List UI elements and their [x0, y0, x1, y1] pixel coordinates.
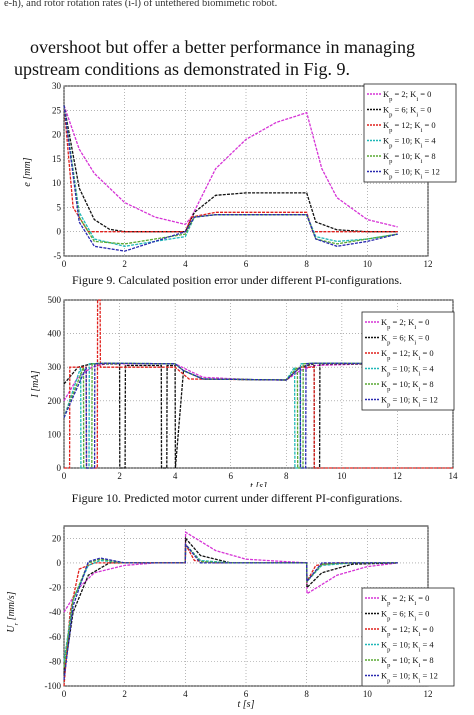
y-tick-label: 5 — [57, 202, 62, 212]
y-tick-label: 200 — [48, 396, 62, 406]
y-tick-label: -20 — [49, 583, 61, 593]
y-tick-label: 25 — [52, 105, 62, 115]
legend-entry: Kp = 10; Ki = 8 — [383, 151, 436, 165]
y-axis-label: Ur [mm/s] — [6, 591, 20, 632]
series-line-4 — [63, 542, 398, 662]
y-tick-label: -60 — [49, 632, 61, 642]
y-tick-label: 10 — [52, 178, 62, 188]
y-axis-label: e [mm] — [22, 157, 33, 186]
body-text-line-2: upstream conditions as demonstrated in F… — [14, 59, 350, 79]
x-axis-label: t [s] — [238, 699, 255, 710]
legend-entry: Kp = 10; Ki = 4 — [383, 136, 436, 150]
y-tick-label: 300 — [48, 362, 62, 372]
x-tick-label: 10 — [363, 689, 373, 699]
chart-legend: Kp = 2; Ki = 0 Kp = 6; Ki = 0Kp = 12; Ki … — [361, 587, 455, 687]
series-line-3 — [63, 542, 398, 687]
body-text-line-1: overshoot but offer a better performance… — [30, 37, 416, 57]
x-tick-label: 4 — [183, 689, 188, 699]
x-tick-label: 12 — [393, 471, 402, 481]
x-tick-label: 8 — [304, 259, 309, 269]
series-line-1 — [63, 105, 398, 228]
series-line-6 — [63, 105, 398, 252]
x-tick-label: 10 — [363, 259, 373, 269]
legend-entry: Kp = 10; Ki = 4 — [381, 364, 434, 378]
x-axis-label: t [s] — [238, 269, 255, 270]
y-tick-label: 30 — [52, 81, 62, 91]
series-line-5 — [63, 105, 398, 245]
x-tick-label: 2 — [117, 471, 122, 481]
legend-entry: Kp = 2; Ki = 0 — [381, 317, 429, 331]
series-line-1 — [63, 531, 398, 613]
y-tick-label: -100 — [45, 681, 62, 691]
legend-box — [363, 83, 457, 183]
x-tick-label: 14 — [449, 471, 459, 481]
legend-entry: Kp = 6; Ki = 0 — [383, 105, 431, 119]
y-tick-label: 0 — [57, 227, 62, 237]
figure-10-motor-current-chart: 0 2 4 6 8 10 12 14 0 100 200 300 400 500 t [s] I [mA] Kp… — [30, 295, 459, 487]
series-line-6 — [63, 542, 398, 680]
x-tick-label: 12 — [424, 689, 433, 699]
y-tick-label: 0 — [57, 463, 62, 473]
y-tick-label: 400 — [48, 329, 62, 339]
x-tick-label: 0 — [62, 471, 67, 481]
y-tick-label: 500 — [48, 295, 62, 305]
legend-entry: Kp = 10; Ki = 12 — [381, 671, 438, 685]
x-tick-label: 4 — [183, 259, 188, 269]
y-tick-label: 20 — [52, 533, 62, 543]
series-line-3 — [63, 105, 398, 233]
chart-legend: Kp = 2; Ki = 0 Kp = 6; Ki = 0Kp = 12; Ki … — [363, 83, 457, 183]
x-tick-label: 2 — [122, 689, 127, 699]
y-tick-label: 100 — [48, 429, 62, 439]
legend-entry: Kp = 12; Ki = 0 — [383, 120, 436, 134]
x-tick-label: 6 — [228, 471, 233, 481]
figure-9-caption: Figure 9. Calculated position error unde… — [71, 273, 403, 287]
y-tick-label: -40 — [49, 607, 61, 617]
previous-caption-fragment: e-h), and rotor rotation rates (i-l) of … — [4, 0, 278, 9]
y-tick-label: -5 — [54, 251, 62, 261]
x-tick-label: 12 — [424, 259, 433, 269]
legend-entry: Kp = 10; Ki = 12 — [381, 395, 438, 409]
x-tick-label: 8 — [304, 689, 309, 699]
legend-entry: Kp = 2; Ki = 0 — [383, 89, 431, 103]
y-tick-label: -80 — [49, 656, 61, 666]
legend-entry: Kp = 6; Ki = 0 — [381, 609, 429, 623]
series-line-2 — [63, 536, 398, 674]
x-tick-label: 6 — [244, 259, 249, 269]
y-tick-label: 15 — [52, 154, 62, 164]
y-axis-label: I [mA] — [30, 370, 41, 398]
legend-entry: Kp = 2; Ki = 0 — [381, 593, 429, 607]
legend-box — [361, 587, 455, 687]
series-line-4 — [63, 105, 398, 247]
legend-entry: Kp = 10; Ki = 8 — [381, 655, 434, 669]
y-tick-label: 0 — [57, 558, 62, 568]
y-tick-label: 20 — [52, 130, 62, 140]
series-line-3 — [64, 299, 453, 469]
legend-entry: Kp = 6; Ki = 0 — [381, 333, 429, 347]
legend-entry: Kp = 10; Ki = 4 — [381, 640, 434, 654]
legend-entry: Kp = 12; Ki = 0 — [381, 348, 434, 362]
x-tick-label: 10 — [337, 471, 347, 481]
x-tick-label: 8 — [284, 471, 289, 481]
x-tick-label: 4 — [173, 471, 178, 481]
x-tick-label: 0 — [62, 689, 67, 699]
x-tick-label: 2 — [122, 259, 127, 269]
x-axis-label: t [s] — [250, 481, 267, 487]
legend-entry: Kp = 12; Ki = 0 — [381, 624, 434, 638]
legend-entry: Kp = 10; Ki = 8 — [381, 379, 434, 393]
legend-entry: Kp = 10; Ki = 12 — [383, 167, 440, 181]
chart-legend: Kp = 2; Ki = 0 Kp = 6; Ki = 0Kp = 12; Ki … — [361, 311, 455, 411]
series-line-2 — [63, 105, 398, 233]
x-tick-label: 0 — [62, 259, 67, 269]
legend-box — [361, 311, 455, 411]
figure-10-caption: Figure 10. Predicted motor current under… — [71, 491, 403, 505]
x-tick-label: 6 — [244, 689, 249, 699]
figure-11-rotor-velocity-chart: 0 2 4 6 8 10 12 -100 -80 -60 -40 -20 0 20 t [s] Ur [mm/… — [6, 525, 455, 710]
series-line-6 — [63, 362, 454, 469]
